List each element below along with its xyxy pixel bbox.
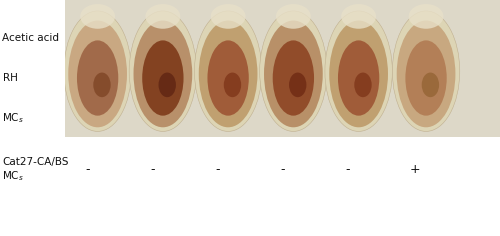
Text: +: + — [410, 71, 420, 84]
Text: -: - — [150, 71, 155, 84]
Ellipse shape — [392, 11, 460, 131]
Text: -: - — [280, 71, 285, 84]
Text: MC$_s$: MC$_s$ — [2, 111, 25, 125]
Ellipse shape — [264, 21, 322, 127]
Ellipse shape — [194, 11, 262, 131]
Text: +: + — [410, 31, 420, 44]
Ellipse shape — [134, 21, 192, 127]
Ellipse shape — [422, 72, 439, 97]
Text: Acetic acid: Acetic acid — [2, 33, 59, 43]
Ellipse shape — [272, 40, 314, 116]
Text: -: - — [85, 163, 90, 177]
Ellipse shape — [354, 72, 372, 97]
Ellipse shape — [208, 40, 249, 116]
Text: -: - — [215, 163, 220, 177]
Ellipse shape — [260, 11, 327, 131]
Text: +: + — [147, 31, 158, 44]
Ellipse shape — [129, 11, 196, 131]
Text: -: - — [413, 111, 417, 125]
Text: -: - — [85, 71, 90, 84]
Ellipse shape — [210, 4, 246, 29]
Ellipse shape — [80, 4, 115, 29]
Text: +: + — [342, 111, 353, 125]
Text: -: - — [150, 111, 155, 125]
Ellipse shape — [158, 72, 176, 97]
Text: +: + — [342, 31, 353, 44]
Ellipse shape — [408, 4, 444, 29]
Ellipse shape — [406, 40, 446, 116]
Ellipse shape — [142, 40, 184, 116]
Ellipse shape — [224, 72, 241, 97]
Text: -: - — [150, 163, 155, 177]
Ellipse shape — [330, 21, 388, 127]
Text: +: + — [277, 111, 288, 125]
Text: +: + — [277, 31, 288, 44]
Ellipse shape — [68, 21, 127, 127]
Ellipse shape — [276, 4, 311, 29]
Ellipse shape — [396, 21, 456, 127]
Text: +: + — [212, 71, 223, 84]
Text: -: - — [85, 31, 90, 44]
Text: Cat27-CA/BS
MC$_s$: Cat27-CA/BS MC$_s$ — [2, 157, 69, 183]
Ellipse shape — [199, 21, 258, 127]
Text: -: - — [85, 111, 90, 125]
Text: +: + — [342, 71, 353, 84]
Text: -: - — [215, 111, 220, 125]
Text: -: - — [280, 163, 285, 177]
Ellipse shape — [94, 72, 110, 97]
Ellipse shape — [341, 4, 376, 29]
Ellipse shape — [289, 72, 306, 97]
Ellipse shape — [64, 11, 132, 131]
Ellipse shape — [146, 4, 180, 29]
Text: RH: RH — [2, 73, 18, 83]
Text: +: + — [410, 163, 420, 177]
Ellipse shape — [325, 11, 392, 131]
Text: +: + — [212, 31, 223, 44]
Ellipse shape — [338, 40, 380, 116]
Text: -: - — [345, 163, 350, 177]
Ellipse shape — [77, 40, 118, 116]
